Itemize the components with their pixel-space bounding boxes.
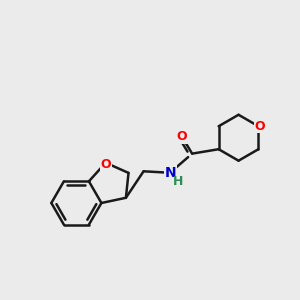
Text: O: O	[255, 120, 265, 133]
Text: O: O	[100, 158, 111, 171]
Text: H: H	[173, 175, 184, 188]
Text: N: N	[164, 166, 176, 180]
Text: O: O	[176, 130, 187, 143]
